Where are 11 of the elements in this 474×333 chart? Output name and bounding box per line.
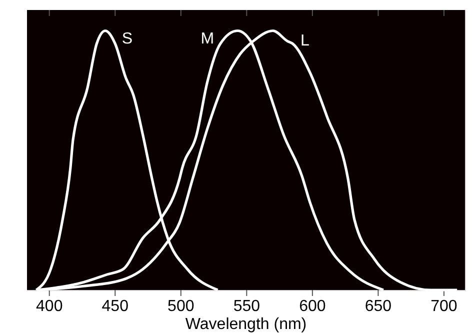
x-tick-label: 650	[364, 298, 392, 315]
x-tick-label: 400	[36, 298, 63, 315]
x-tick-label: 450	[102, 298, 129, 315]
x-tick-label: 700	[430, 298, 458, 315]
series-label: L	[300, 32, 310, 50]
series-label: M	[200, 30, 214, 48]
x-tick-label: 500	[168, 298, 194, 315]
series-label: S	[122, 30, 133, 48]
x-tick-label: 550	[233, 298, 260, 315]
x-axis-title: Wavelength (nm)	[185, 316, 307, 333]
x-tick-label: 600	[299, 298, 326, 315]
